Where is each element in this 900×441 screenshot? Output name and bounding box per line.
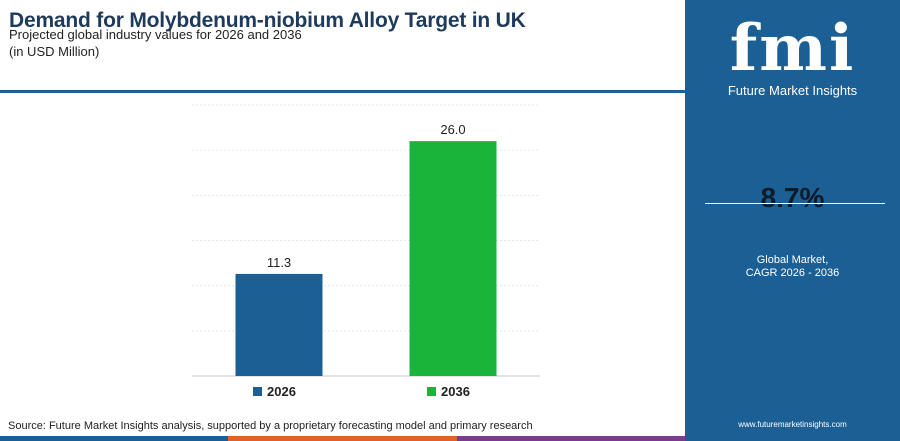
- chart-subtitle: Projected global industry values for 202…: [9, 27, 302, 42]
- legend-swatch-2026: [253, 387, 262, 396]
- header-divider: [0, 90, 685, 93]
- legend-label-2026: 2026: [267, 384, 296, 399]
- brand-sidebar: fmi Future Market Insights 8.7% Global M…: [685, 0, 900, 441]
- cagr-label-line2: CAGR 2026 - 2036: [745, 267, 840, 279]
- legend-label-2036: 2036: [441, 384, 470, 399]
- cagr-divider: [705, 203, 885, 204]
- legend-swatch-2036: [427, 387, 436, 396]
- value-label-2026: 11.3: [267, 255, 291, 270]
- legend: 2026 2036: [253, 384, 470, 399]
- cagr-value: 8.7%: [760, 182, 825, 213]
- bar-2036: [409, 141, 497, 376]
- footer-bar-segment: [228, 436, 457, 441]
- footer-bar-segment: [456, 436, 685, 441]
- chart-title: Demand for Molybdenum-niobium Alloy Targ…: [9, 9, 526, 32]
- footer-bar-segment: [0, 436, 229, 441]
- source-note: Source: Future Market Insights analysis,…: [8, 420, 533, 432]
- website-link[interactable]: www.futuremarketinsights.com: [738, 420, 847, 429]
- unit-label: (in USD Million): [9, 44, 100, 59]
- bars: [235, 141, 497, 376]
- footer-color-bar: [0, 436, 685, 441]
- cagr-label-line1: Global Market,: [756, 254, 829, 266]
- chart-header: Demand for Molybdenum-niobium Alloy Targ…: [0, 0, 685, 90]
- value-label-2036: 26.0: [440, 122, 465, 137]
- fmi-logo: fmi: [729, 11, 856, 86]
- bar-2026: [235, 273, 323, 376]
- bar-chart: 11.3 26.0 2026 2036: [192, 104, 540, 399]
- logo-subtitle: Future Market Insights: [727, 83, 858, 98]
- value-labels: 11.3 26.0: [267, 122, 466, 270]
